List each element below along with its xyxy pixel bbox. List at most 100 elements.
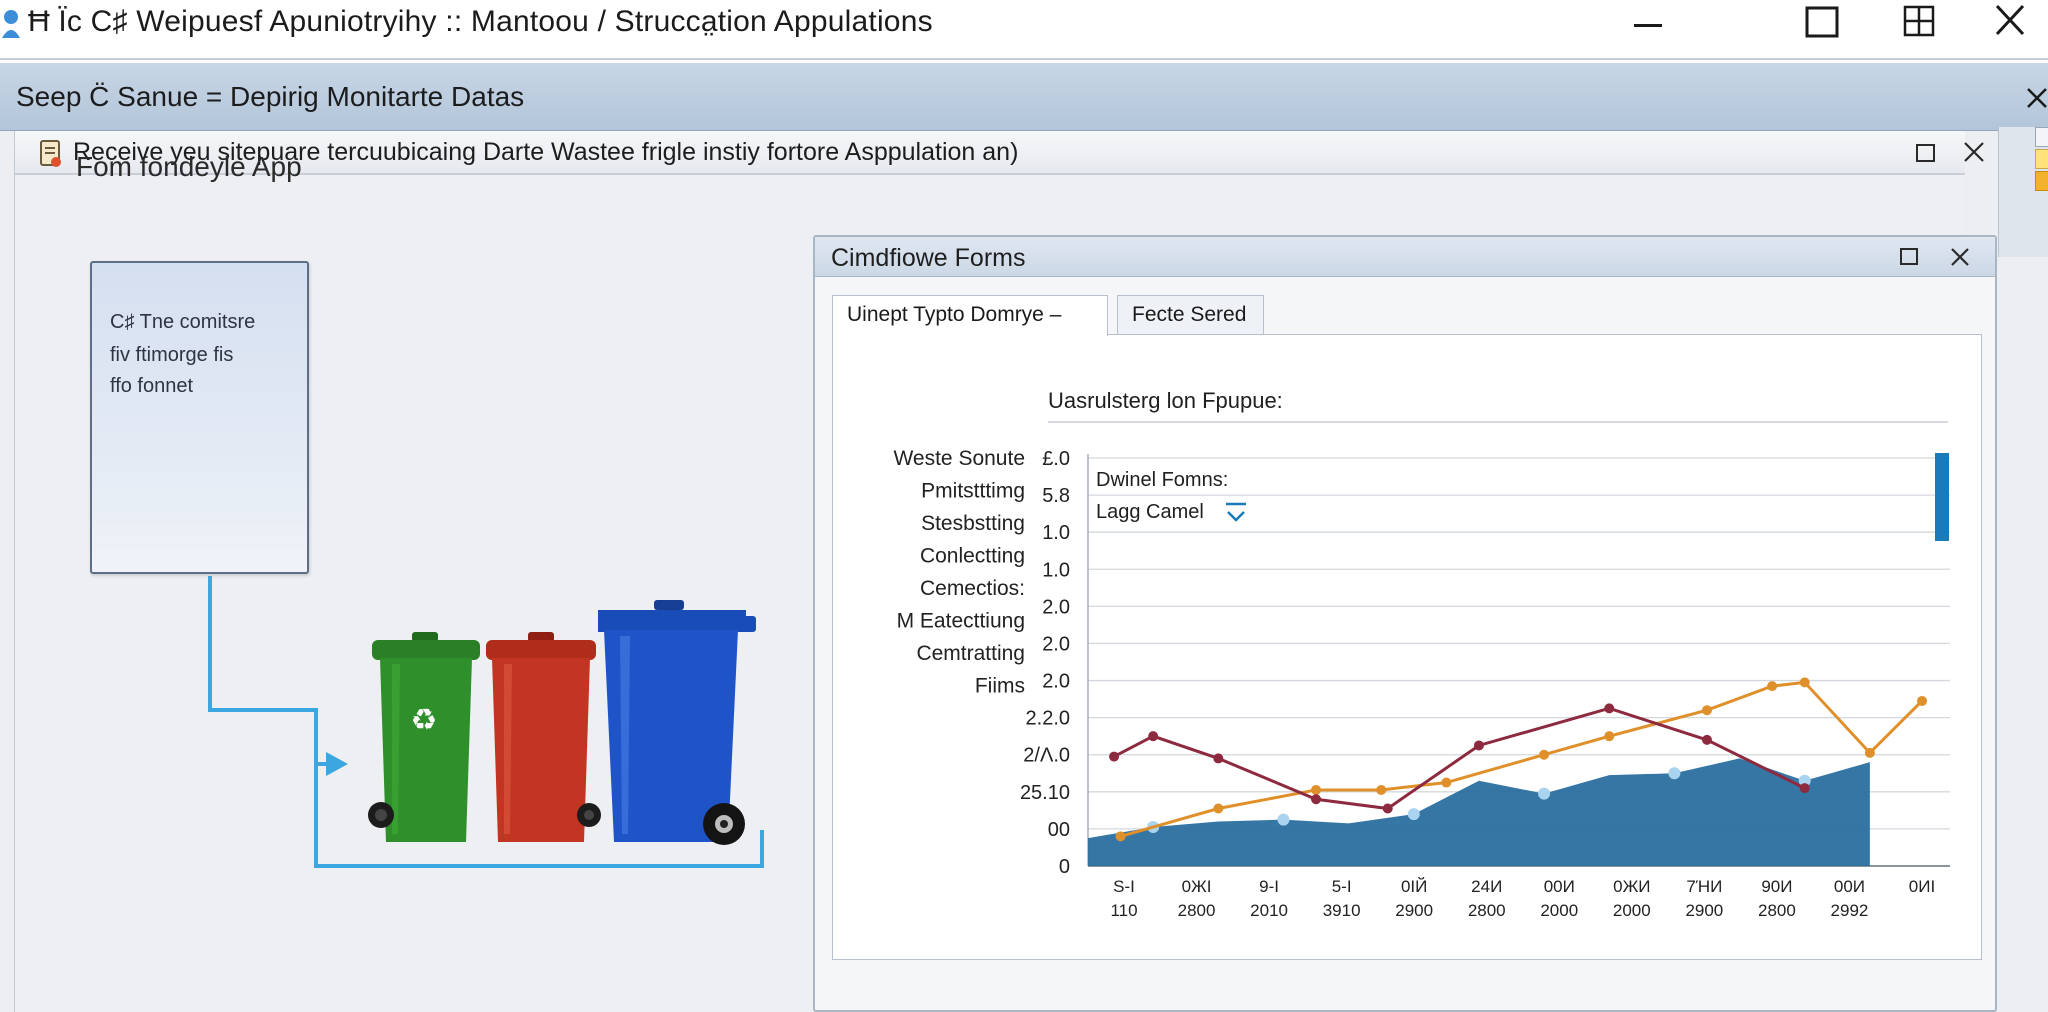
x-tick-label: 2800 bbox=[1178, 901, 1216, 920]
inner-window-header: Receive yeu sitepuare tercuubicaing Dart… bbox=[15, 131, 1984, 175]
y-tick-label: 2.0 bbox=[1042, 596, 1070, 618]
side-label: Weste Sonute bbox=[893, 447, 1025, 470]
data-point bbox=[1376, 784, 1387, 795]
chevron-down-icon bbox=[1226, 502, 1246, 522]
data-point bbox=[1109, 751, 1120, 762]
dropdown[interactable]: Lagg Camel bbox=[1096, 501, 1246, 523]
data-point bbox=[1799, 677, 1810, 688]
data-point bbox=[1701, 734, 1712, 745]
data-point bbox=[1382, 803, 1393, 814]
chart-title: Uasrulsterg lon Fpupue: bbox=[1048, 388, 1283, 413]
side-label: Cemtratting bbox=[916, 642, 1025, 665]
data-point bbox=[1799, 783, 1810, 794]
side-label: Pmitstttimg bbox=[921, 480, 1025, 503]
dropdown-value: Lagg Camel bbox=[1096, 501, 1204, 523]
x-tick-label: 7ΉИ bbox=[1686, 877, 1722, 896]
data-point bbox=[1277, 813, 1290, 826]
y-tick-label: 1.0 bbox=[1042, 559, 1070, 581]
side-fragment-cell bbox=[2035, 149, 2048, 169]
x-tick-label: 9‑I bbox=[1259, 877, 1279, 896]
data-point bbox=[1701, 705, 1712, 716]
data-point bbox=[1604, 703, 1615, 714]
inner-maximize-icon[interactable] bbox=[1911, 138, 1941, 168]
series-area bbox=[1088, 758, 1870, 866]
data-point bbox=[1311, 794, 1322, 805]
y-tick-label: £.0 bbox=[1042, 448, 1070, 470]
scrollbar-thumb[interactable] bbox=[1935, 453, 1949, 541]
x-tick-label: 110 bbox=[1110, 901, 1137, 920]
side-fragment-cell bbox=[2035, 171, 2048, 191]
side-label: Conlectting bbox=[920, 545, 1025, 568]
x-tick-label: 0ЖИ bbox=[1613, 877, 1650, 896]
x-tick-label: 3910 bbox=[1323, 901, 1361, 920]
data-point bbox=[1311, 784, 1322, 795]
maximize-button[interactable] bbox=[1792, 2, 1852, 44]
data-point bbox=[1213, 803, 1224, 814]
x-tick-label: 2992 bbox=[1831, 901, 1869, 920]
x-tick-label: 0ЖI bbox=[1182, 877, 1212, 896]
y-tick-label: 2/Λ.0 bbox=[1023, 745, 1070, 767]
side-label: Cemectios: bbox=[920, 577, 1025, 600]
window-titlebar: Ħ Ϊc C♯ Weipuesf Apuniotryihy :: Mantoou… bbox=[0, 0, 2048, 60]
side-label: Fiims bbox=[975, 675, 1025, 698]
data-point bbox=[1798, 774, 1811, 787]
data-point bbox=[1864, 747, 1875, 758]
data-point bbox=[1213, 753, 1224, 764]
close-button[interactable] bbox=[1980, 2, 2040, 44]
x-tick-label: 2800 bbox=[1758, 901, 1796, 920]
outer-panel-header: Seep C̈ Sanue = Depirig Monitarte Datas bbox=[0, 63, 2048, 131]
data-point bbox=[1407, 808, 1420, 821]
app-card-line: ffo fonnet bbox=[110, 375, 194, 397]
app-card-line: C♯ Tne comitsre bbox=[110, 311, 256, 333]
side-label: Stesbstting bbox=[921, 512, 1025, 535]
tab-input-type[interactable]: Uinept Typto Domrye – bbox=[832, 295, 1108, 336]
y-tick-label: 0 bbox=[1059, 856, 1070, 878]
inline-label: Dwinel Fomns: bbox=[1096, 469, 1228, 491]
app-card[interactable]: C♯ Tne comitsre fiv ftimorge fis ffo fon… bbox=[90, 261, 309, 574]
forms-close-icon[interactable] bbox=[1945, 242, 1975, 272]
data-point bbox=[1767, 681, 1778, 692]
data-point bbox=[1917, 695, 1927, 706]
window-title: Ħ Ϊc C♯ Weipuesf Apuniotryihy :: Mantoou… bbox=[28, 5, 933, 38]
side-panel-fragment bbox=[1998, 127, 2048, 257]
inner-window-title: Receive yeu sitepuare tercuubicaing Dart… bbox=[73, 138, 1019, 166]
data-point bbox=[1441, 777, 1452, 788]
outer-close-icon[interactable] bbox=[2020, 79, 2048, 113]
x-tick-label: 5‑I bbox=[1332, 877, 1352, 896]
minimize-button[interactable] bbox=[1618, 2, 1678, 44]
data-point bbox=[1604, 731, 1615, 742]
data-point bbox=[1148, 731, 1159, 742]
side-label: M Eatecttiung bbox=[897, 610, 1025, 633]
y-tick-label: 25.10 bbox=[1020, 782, 1070, 804]
y-tick-label: 2.0 bbox=[1042, 671, 1070, 693]
y-tick-label: 2.0 bbox=[1042, 633, 1070, 655]
data-point bbox=[1668, 767, 1681, 780]
inner-close-icon[interactable] bbox=[1959, 137, 1989, 167]
outer-panel-title: Seep C̈ Sanue = Depirig Monitarte Datas bbox=[16, 81, 525, 112]
forms-window-title: Cimdfiowe Forms bbox=[831, 244, 1026, 272]
x-tick-label: 24И bbox=[1471, 877, 1502, 896]
x-tick-label: 2900 bbox=[1395, 901, 1433, 920]
x-tick-label: 0IЙ bbox=[1401, 877, 1427, 896]
left-panel-heading: Fom fondeyle App bbox=[76, 151, 302, 182]
x-tick-label: 2900 bbox=[1685, 901, 1723, 920]
forms-window-header: Cimdfiowe Forms bbox=[815, 237, 1995, 277]
y-tick-label: 5.8 bbox=[1042, 485, 1070, 507]
x-tick-label: 2000 bbox=[1540, 901, 1578, 920]
x-tick-label: 90И bbox=[1761, 877, 1792, 896]
tab-feature-series[interactable]: Fecte Sered bbox=[1117, 295, 1264, 335]
app-card-line: fiv ftimorge fis bbox=[110, 344, 234, 366]
snap-layout-button[interactable] bbox=[1889, 2, 1949, 44]
y-tick-label: 1.0 bbox=[1042, 522, 1070, 544]
x-tick-label: 2010 bbox=[1250, 901, 1288, 920]
data-point bbox=[1473, 740, 1484, 751]
data-point bbox=[1539, 749, 1550, 760]
x-tick-label: 0ИI bbox=[1909, 877, 1935, 896]
x-tick-label: 00И bbox=[1544, 877, 1575, 896]
x-tick-label: 2800 bbox=[1468, 901, 1506, 920]
y-tick-label: 00 bbox=[1048, 819, 1070, 841]
data-point bbox=[1538, 787, 1551, 800]
forms-maximize-icon[interactable] bbox=[1895, 243, 1923, 271]
y-tick-label: 2.2.0 bbox=[1026, 708, 1070, 730]
document-icon bbox=[37, 139, 65, 169]
